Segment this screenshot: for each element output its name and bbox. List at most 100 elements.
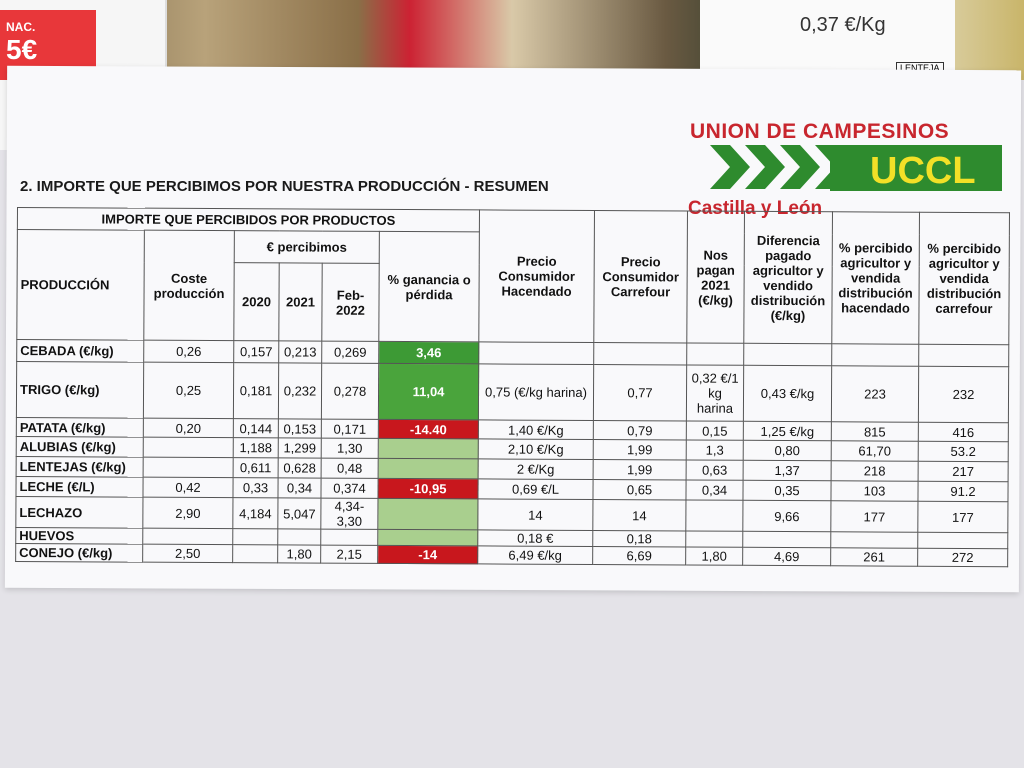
table-cell: 815 xyxy=(831,421,919,442)
row-label: PATATA (€/kg) xyxy=(16,417,144,438)
table-cell: 2,50 xyxy=(142,544,233,563)
column-header: Precio Consumidor Carrefour xyxy=(593,210,688,344)
table-cell: 9,66 xyxy=(742,500,831,532)
table-cell: 0,77 xyxy=(593,364,687,422)
table-cell: 1,299 xyxy=(278,437,322,459)
table-cell: 217 xyxy=(918,461,1009,482)
table-cell: 416 xyxy=(918,422,1009,442)
table-cell: 1,188 xyxy=(233,437,279,458)
table-cell: 0,32 €/1 kg harina xyxy=(686,365,744,422)
table-cell: 218 xyxy=(831,460,919,482)
table-cell: 0,171 xyxy=(321,419,379,439)
data-row: TRIGO (€/kg) 0,25 0,181 0,232 0,278 11,04 0,75… xyxy=(16,361,1009,423)
data-row: LECHAZO 2,90 4,184 5,047 4,34-3,30 14 14 9,66 17… xyxy=(15,496,1008,533)
table-cell: 0,69 €/L xyxy=(477,478,594,500)
table-cell: 1,37 xyxy=(743,460,832,481)
table-cell: 0,269 xyxy=(321,341,379,364)
table-cell: 0,18 € xyxy=(477,529,593,547)
table-cell: 0,15 xyxy=(686,421,744,441)
table-cell: 0,75 (€/kg harina) xyxy=(478,363,594,421)
table-cell: 61,70 xyxy=(831,440,919,462)
table-cell: 0,628 xyxy=(278,457,322,479)
table-cell xyxy=(142,528,233,545)
column-header: Coste producción xyxy=(143,230,235,341)
table-cell: 4,184 xyxy=(232,497,278,529)
table-cell xyxy=(143,457,234,478)
tag-price: 5€ xyxy=(6,34,38,65)
table-cell: 1,3 xyxy=(686,440,744,461)
table-cell: 0,25 xyxy=(143,362,234,419)
row-label: LECHAZO xyxy=(15,496,143,529)
table-cell: 0,153 xyxy=(278,418,322,439)
table-cell: 0,35 xyxy=(742,480,832,501)
table-cell: 0,232 xyxy=(278,362,322,420)
row-label: LECHE (€/L) xyxy=(15,476,144,498)
column-header: Nos pagan 2021 (€/kg) xyxy=(686,211,745,344)
table-cell: 91.2 xyxy=(917,481,1009,502)
table-cell: 1,80 xyxy=(277,544,321,564)
table-cell: 6,69 xyxy=(592,546,686,566)
column-header: Precio Consumidor Hacendado xyxy=(478,209,595,343)
table-cell xyxy=(743,343,832,366)
table-cell: -14.40 xyxy=(378,419,479,439)
table-cell xyxy=(232,544,278,563)
shelf-price: 0,37 €/Kg xyxy=(800,14,886,36)
row-label: HUEVOS xyxy=(15,527,143,545)
table-cell xyxy=(143,437,234,458)
table-cell xyxy=(593,342,687,366)
table-cell: 1,99 xyxy=(593,459,687,481)
table-cell: 0,26 xyxy=(143,340,234,363)
table-cell: 0,181 xyxy=(233,362,279,419)
table-cell: 3,46 xyxy=(378,341,479,364)
table-cell: 4,69 xyxy=(742,547,831,566)
table-cell: -10,95 xyxy=(377,478,479,499)
column-header: Diferencia pagado agricultor y vendido d… xyxy=(743,211,833,344)
column-header: % ganancia o pérdida xyxy=(378,231,480,342)
column-header: 2020 xyxy=(233,262,280,341)
table-cell: 0,33 xyxy=(232,477,279,498)
table-cell: 0,42 xyxy=(142,477,234,498)
table-cell: 0,79 xyxy=(593,420,687,441)
table-cell xyxy=(685,531,743,548)
table-cell: 0,374 xyxy=(320,478,379,499)
table-cell xyxy=(742,531,831,548)
table-cell: 14 xyxy=(477,498,593,531)
row-label: CEBADA (€/kg) xyxy=(16,339,144,363)
table-cell: 223 xyxy=(831,365,919,423)
table-cell: 261 xyxy=(830,547,918,567)
table-cell: 53.2 xyxy=(918,441,1009,462)
table-cell: 103 xyxy=(830,480,919,502)
table-cell: 0,278 xyxy=(321,363,379,420)
table-cell xyxy=(277,528,321,546)
subgroup-header: € percibimos xyxy=(234,230,380,264)
table-cell: 4,34-3,30 xyxy=(320,498,378,530)
table-cell: 0,20 xyxy=(143,418,234,438)
table-cell: 1,40 €/Kg xyxy=(478,419,594,440)
table-cell xyxy=(830,531,918,549)
logo-region: Castilla y León xyxy=(688,198,823,219)
table-cell: 272 xyxy=(917,548,1008,567)
table-cell: 177 xyxy=(917,501,1008,533)
logo-chevrons xyxy=(710,145,855,189)
column-header: Feb-2022 xyxy=(321,263,380,342)
row-label: LENTEJAS (€/kg) xyxy=(16,456,144,478)
table-cell: 2 €/Kg xyxy=(478,458,594,480)
column-header: % percibido agricultor y vendida distrib… xyxy=(831,211,920,345)
table-cell xyxy=(378,458,479,479)
table-cell: 2,10 €/Kg xyxy=(478,438,594,460)
table-cell: 0,34 xyxy=(685,480,744,501)
column-header: PRODUCCIÓN xyxy=(16,229,145,341)
table-cell: 14 xyxy=(592,499,686,532)
table-cell: 2,90 xyxy=(142,497,233,529)
title: 2. IMPORTE QUE PERCIBIMOS POR NUESTRA PR… xyxy=(20,178,549,195)
table-cell: 0,611 xyxy=(233,457,279,478)
row-label: TRIGO (€/kg) xyxy=(16,361,144,419)
table-cell: 0,48 xyxy=(321,458,379,479)
summary-table: IMPORTE QUE PERCIBIDOS POR PRODUCTOS Prec… xyxy=(15,207,1010,567)
table-cell: 0,65 xyxy=(592,479,687,501)
table-cell: 232 xyxy=(918,366,1009,423)
table-cell xyxy=(232,528,278,545)
table-cell: 2,15 xyxy=(320,545,378,564)
table-cell xyxy=(478,341,594,365)
